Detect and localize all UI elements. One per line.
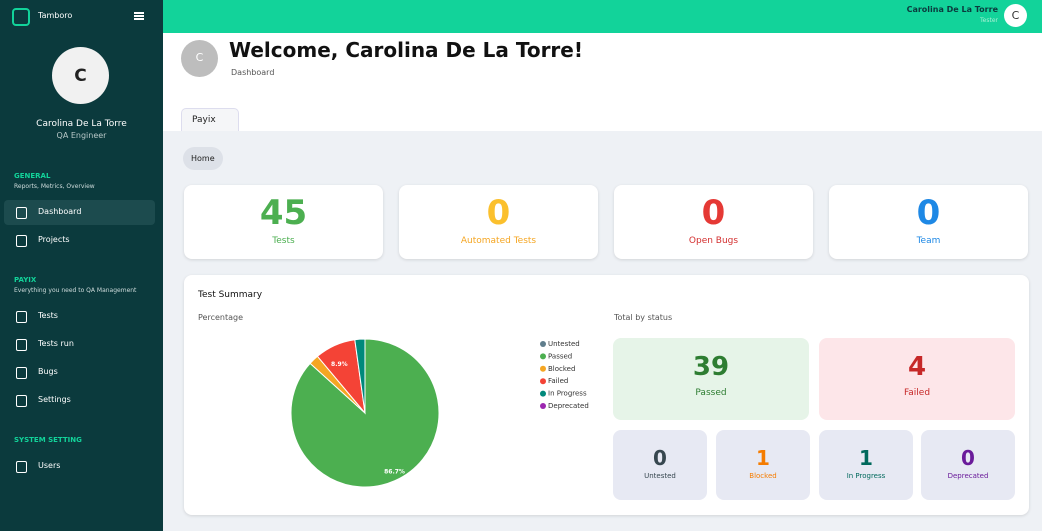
legend-swatch <box>540 353 546 360</box>
stat-card <box>399 185 598 259</box>
section-subtitle: Reports, Metrics, Overview <box>14 183 95 190</box>
page-subtitle: Dashboard <box>231 68 275 77</box>
topbar-avatar-letter: C <box>1011 9 1020 22</box>
legend-swatch <box>540 378 546 385</box>
nav-item[interactable]: Dashboard <box>38 207 82 216</box>
topbar-user: Carolina De La Torre <box>906 5 998 14</box>
nav-item[interactable]: Users <box>38 461 61 470</box>
legend-swatch <box>540 365 546 372</box>
pie-slice <box>354 338 366 414</box>
status-label: Untested <box>644 472 676 480</box>
nav-item[interactable]: Tests <box>38 311 58 320</box>
status-value: 1 <box>859 446 873 470</box>
legend-swatch <box>540 403 546 409</box>
user-name: Carolina De La Torre <box>36 119 127 129</box>
page-title: Welcome, Carolina De La Torre! <box>229 38 583 62</box>
status-card <box>819 430 913 500</box>
header-avatar-letter: C <box>195 51 204 64</box>
nav-icon[interactable] <box>16 207 27 219</box>
section-subtitle: Everything you need to QA Management <box>14 287 137 294</box>
user-role: QA Engineer <box>56 131 107 140</box>
legend-label: Blocked <box>548 365 575 373</box>
nav-item[interactable]: Projects <box>38 235 70 244</box>
status-card <box>613 430 707 500</box>
status-label: In Progress <box>846 472 886 480</box>
stat-label: Tests <box>272 236 295 246</box>
status-value: 1 <box>756 446 770 470</box>
stat-value: 0 <box>486 193 511 233</box>
stat-label: Open Bugs <box>688 236 739 246</box>
stat-card <box>614 185 813 259</box>
topbar <box>163 0 1042 33</box>
status-label: Failed <box>903 388 931 398</box>
nav-icon[interactable] <box>16 235 27 247</box>
logo <box>12 8 30 26</box>
stat-label: Team <box>916 236 941 246</box>
status-card <box>921 430 1015 500</box>
stat-value: 0 <box>916 193 941 233</box>
active-item-bg <box>4 200 155 225</box>
section-title: SYSTEM SETTING <box>14 436 82 444</box>
nav-icon[interactable] <box>16 339 27 351</box>
stat-label: Automated Tests <box>460 236 537 246</box>
nav-item[interactable]: Bugs <box>38 367 58 376</box>
legend-label: Untested <box>548 340 580 348</box>
status-label: Deprecated <box>947 472 989 480</box>
header-avatar <box>181 40 218 77</box>
slice-label: 86.7% <box>384 468 405 475</box>
avatar <box>52 47 109 104</box>
status-value: 39 <box>692 352 730 382</box>
legend-label: Deprecated <box>548 402 589 410</box>
stat-value: 45 <box>259 193 308 233</box>
legend-swatch <box>540 341 546 347</box>
legend-label: Passed <box>548 352 572 360</box>
summary-title: Test Summary <box>198 290 263 300</box>
legend-label: Failed <box>548 377 568 385</box>
nav-item[interactable]: Tests run <box>38 339 74 348</box>
section-title: PAYIX <box>14 276 37 284</box>
section-title: GENERAL <box>14 172 51 180</box>
status-card <box>716 430 810 500</box>
breadcrumb[interactable]: Home <box>183 147 223 170</box>
status-label: Blocked <box>749 472 777 480</box>
header <box>163 33 1042 131</box>
project-tab[interactable]: Payix <box>181 108 239 131</box>
nav-icon[interactable] <box>16 395 27 407</box>
stat-value: 0 <box>701 193 726 233</box>
legend-swatch <box>540 390 546 397</box>
avatar-letter: C <box>74 66 87 86</box>
menu-toggle[interactable] <box>134 12 144 20</box>
topbar-role: Tester <box>980 17 998 24</box>
status-card <box>819 338 1015 420</box>
status-value: 4 <box>907 352 927 382</box>
nav-icon[interactable] <box>16 311 27 323</box>
nav-icon[interactable] <box>16 461 27 473</box>
slice-label: 8.9% <box>331 361 348 368</box>
status-value: 0 <box>653 446 667 470</box>
status-card <box>613 338 809 420</box>
brand: Tamboro <box>38 11 73 20</box>
chart-title: Percentage <box>198 313 244 322</box>
status-title: Total by status <box>614 313 673 322</box>
stat-card <box>829 185 1028 259</box>
nav-item[interactable]: Settings <box>38 395 71 404</box>
status-label: Passed <box>695 388 727 398</box>
topbar-avatar[interactable] <box>1004 4 1027 27</box>
legend-label: In Progress <box>548 390 587 398</box>
stat-card <box>184 185 383 259</box>
nav-icon[interactable] <box>16 367 27 379</box>
status-value: 0 <box>961 446 975 470</box>
